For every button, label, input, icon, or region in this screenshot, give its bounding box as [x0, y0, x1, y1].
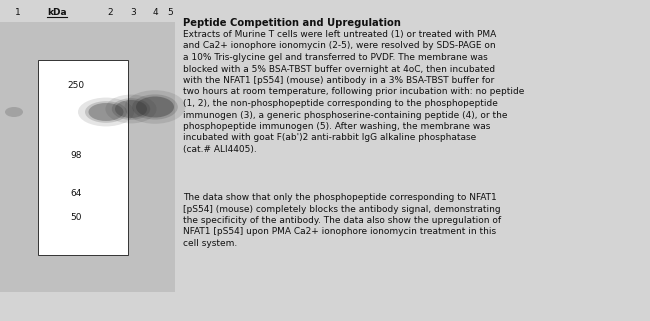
- Text: Extracts of Murine T cells were left untreated (1) or treated with PMA: Extracts of Murine T cells were left unt…: [183, 30, 496, 39]
- Text: NFAT1 [pS54] upon PMA Ca2+ ionophore ionomycin treatment in this: NFAT1 [pS54] upon PMA Ca2+ ionophore ion…: [183, 228, 496, 237]
- Text: 4: 4: [152, 8, 158, 17]
- Ellipse shape: [88, 103, 124, 121]
- Text: two hours at room temperature, following prior incubation with: no peptide: two hours at room temperature, following…: [183, 88, 525, 97]
- FancyBboxPatch shape: [38, 60, 128, 255]
- Text: (cat.# ALI4405).: (cat.# ALI4405).: [183, 145, 257, 154]
- Text: incubated with goat F(ab')2 anti-rabbit IgG alkaline phosphatase: incubated with goat F(ab')2 anti-rabbit …: [183, 134, 476, 143]
- Ellipse shape: [78, 98, 134, 126]
- Text: 250: 250: [67, 81, 85, 90]
- Text: cell system.: cell system.: [183, 239, 237, 248]
- Text: with the NFAT1 [pS54] (mouse) antibody in a 3% BSA-TBST buffer for: with the NFAT1 [pS54] (mouse) antibody i…: [183, 76, 494, 85]
- Text: 50: 50: [70, 213, 81, 222]
- Text: Peptide Competition and Upregulation: Peptide Competition and Upregulation: [183, 18, 401, 28]
- Text: 64: 64: [70, 188, 81, 197]
- Text: 3: 3: [130, 8, 136, 17]
- Text: [pS54] (mouse) completely blocks the antibody signal, demonstrating: [pS54] (mouse) completely blocks the ant…: [183, 204, 500, 213]
- Text: the specificity of the antibody. The data also show the upregulation of: the specificity of the antibody. The dat…: [183, 216, 501, 225]
- Ellipse shape: [105, 95, 157, 123]
- Text: blocked with a 5% BSA-TBST buffer overnight at 4oC, then incubated: blocked with a 5% BSA-TBST buffer overni…: [183, 65, 495, 74]
- Text: (1, 2), the non-phosphopeptide corresponding to the phosphopeptide: (1, 2), the non-phosphopeptide correspon…: [183, 99, 498, 108]
- Text: The data show that only the phosphopeptide corresponding to NFAT1: The data show that only the phosphopepti…: [183, 193, 497, 202]
- Text: a 10% Tris-glycine gel and transferred to PVDF. The membrane was: a 10% Tris-glycine gel and transferred t…: [183, 53, 488, 62]
- Ellipse shape: [132, 94, 178, 120]
- Text: 1: 1: [15, 8, 21, 17]
- Text: and Ca2+ ionophore ionomycin (2-5), were resolved by SDS-PAGE on: and Ca2+ ionophore ionomycin (2-5), were…: [183, 41, 495, 50]
- Ellipse shape: [136, 97, 174, 117]
- Ellipse shape: [115, 100, 147, 118]
- Text: 98: 98: [70, 151, 81, 160]
- FancyBboxPatch shape: [0, 22, 175, 292]
- Text: kDa: kDa: [47, 8, 67, 17]
- Ellipse shape: [85, 101, 127, 123]
- Ellipse shape: [5, 107, 23, 117]
- Ellipse shape: [112, 98, 150, 120]
- Text: phosphopeptide immunogen (5). After washing, the membrane was: phosphopeptide immunogen (5). After wash…: [183, 122, 490, 131]
- Text: 2: 2: [107, 8, 113, 17]
- Text: 5: 5: [167, 8, 173, 17]
- Ellipse shape: [125, 90, 185, 124]
- Text: immunogen (3), a generic phosphoserine-containing peptide (4), or the: immunogen (3), a generic phosphoserine-c…: [183, 110, 508, 119]
